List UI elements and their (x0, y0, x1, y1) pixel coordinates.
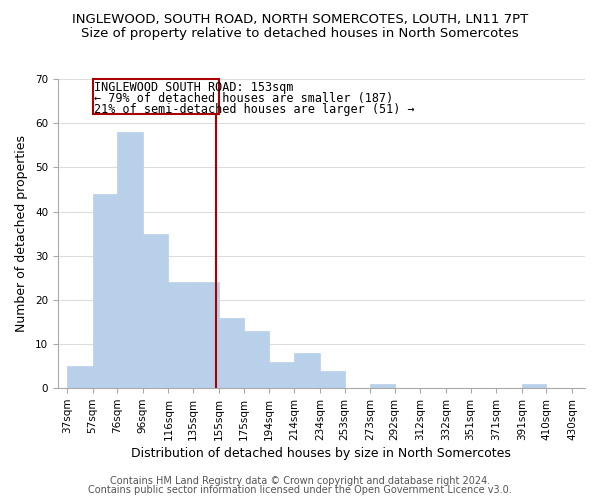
Bar (92, 194, 117, 388)
Text: Contains HM Land Registry data © Crown copyright and database right 2024.: Contains HM Land Registry data © Crown c… (110, 476, 490, 486)
Text: ← 79% of detached houses are smaller (187): ← 79% of detached houses are smaller (18… (94, 92, 394, 106)
Bar (92, 79, 218, 114)
Text: Contains public sector information licensed under the Open Government Licence v3: Contains public sector information licen… (88, 485, 512, 495)
Bar (522, 384, 547, 388)
Text: INGLEWOOD, SOUTH ROAD, NORTH SOMERCOTES, LOUTH, LN11 7PT: INGLEWOOD, SOUTH ROAD, NORTH SOMERCOTES,… (72, 12, 528, 26)
Text: Size of property relative to detached houses in North Somercotes: Size of property relative to detached ho… (81, 28, 519, 40)
Bar (117, 132, 143, 388)
X-axis label: Distribution of detached houses by size in North Somercotes: Distribution of detached houses by size … (131, 447, 511, 460)
Bar (67, 366, 92, 388)
Bar (244, 331, 269, 388)
Y-axis label: Number of detached properties: Number of detached properties (15, 135, 28, 332)
Bar (169, 282, 193, 388)
Text: INGLEWOOD SOUTH ROAD: 153sqm: INGLEWOOD SOUTH ROAD: 153sqm (94, 81, 294, 94)
Bar (193, 282, 218, 388)
Text: 21% of semi-detached houses are larger (51) →: 21% of semi-detached houses are larger (… (94, 104, 415, 117)
Bar (320, 370, 344, 388)
Bar (269, 362, 295, 388)
Bar (218, 318, 244, 388)
Bar (143, 234, 169, 388)
Bar (295, 353, 320, 388)
Bar (370, 384, 395, 388)
